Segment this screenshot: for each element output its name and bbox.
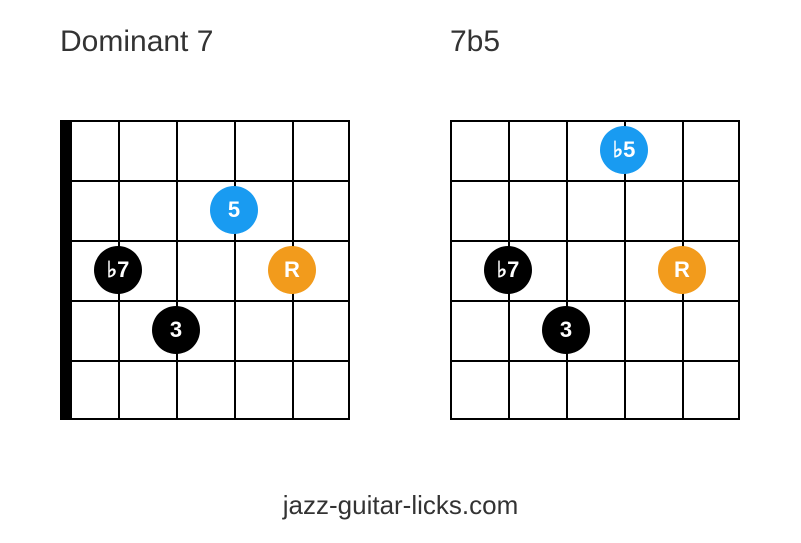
chord-note-root: R (268, 246, 316, 294)
chord-note-root: R (658, 246, 706, 294)
chord-note-3: 3 (152, 306, 200, 354)
fret-line (60, 300, 350, 302)
fret-line (450, 120, 740, 122)
fret-line (60, 120, 350, 122)
fret-line (450, 180, 740, 182)
fret-line (60, 360, 350, 362)
fret-line (450, 360, 740, 362)
string-line (450, 120, 452, 420)
footer-credit: jazz-guitar-licks.com (0, 490, 801, 521)
string-line (234, 120, 236, 420)
chord-note-3: 3 (542, 306, 590, 354)
chord-diagram-dominant7: ♭7 3 5 R (60, 120, 350, 420)
fret-line (60, 240, 350, 242)
chord-note-b7: ♭7 (484, 246, 532, 294)
chord-note-b7: ♭7 (94, 246, 142, 294)
chord-note-b5: ♭5 (600, 126, 648, 174)
chord-title-dominant7: Dominant 7 (60, 25, 213, 59)
page: Dominant 7 ♭7 3 5 R 7b5 (0, 0, 801, 543)
string-line (348, 120, 350, 420)
string-line (566, 120, 568, 420)
chord-title-7b5: 7b5 (450, 25, 500, 59)
fret-line (60, 180, 350, 182)
fret-line (450, 418, 740, 420)
string-line (60, 120, 62, 420)
string-line (738, 120, 740, 420)
chord-note-5: 5 (210, 186, 258, 234)
chord-diagram-7b5: ♭7 3 ♭5 R (450, 120, 740, 420)
fret-line (450, 240, 740, 242)
fret-line (60, 418, 350, 420)
fret-line (450, 300, 740, 302)
string-line (176, 120, 178, 420)
